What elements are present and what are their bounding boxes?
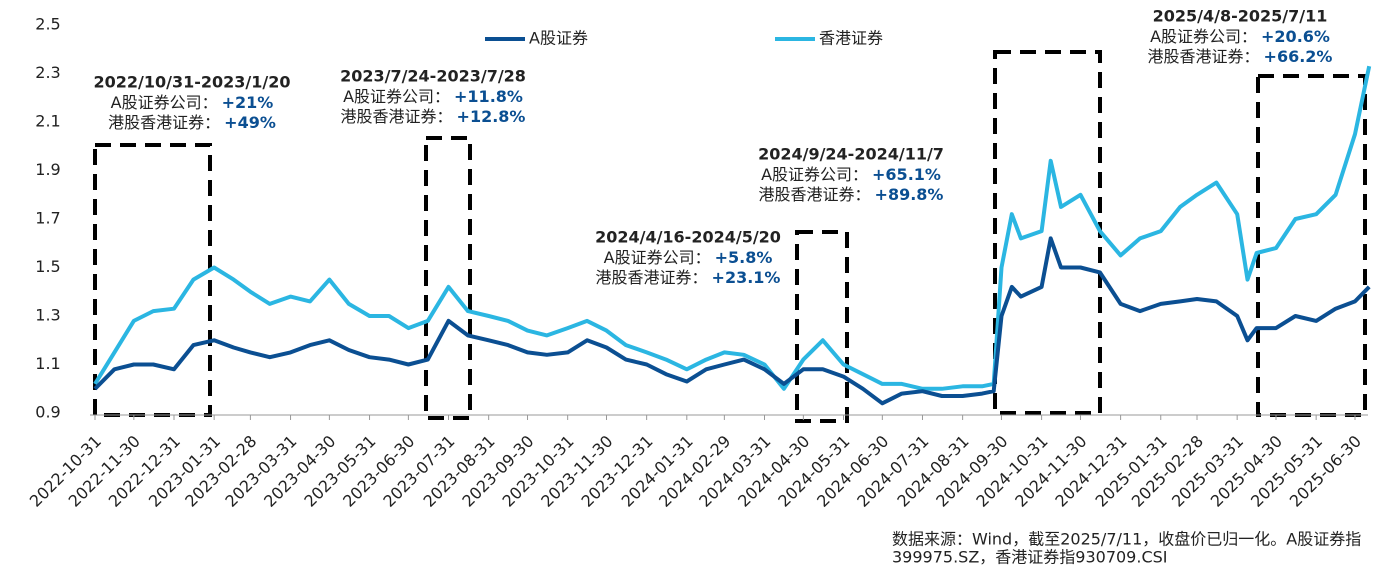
annotation-line: 港股香港证券： +49% (108, 113, 276, 132)
annotation-line: A股证券公司： +21% (111, 93, 274, 112)
y-tick-label: 1.3 (35, 306, 60, 325)
annotation-label: 港股香港证券： (759, 185, 871, 204)
annotation-value: +11.8% (454, 87, 523, 106)
annotation-line: 港股香港证券： +89.8% (759, 185, 944, 204)
annotation-value: +23.1% (712, 268, 781, 287)
y-tick-label: 1.7 (35, 209, 60, 228)
y-tick-label: 2.1 (35, 112, 60, 131)
annotation-value: +12.8% (457, 107, 526, 126)
annotation-value: +21% (222, 93, 274, 112)
annotation-label: 港股香港证券： (108, 113, 220, 132)
annotation-line: 港股香港证券： +66.2% (1148, 47, 1333, 66)
highlight-box (93, 143, 212, 417)
y-tick-label: 1.9 (35, 160, 60, 179)
annotation-label: A股证券公司： (761, 165, 868, 184)
annotation-title: 2024/4/16-2024/5/20 (595, 228, 781, 247)
y-tick-label: 1.5 (35, 257, 60, 276)
annotation-line: 港股香港证券： +12.8% (341, 107, 526, 126)
annotation-line: A股证券公司： +11.8% (343, 87, 523, 106)
annotation-value: +5.8% (715, 248, 773, 267)
annotation-line: A股证券公司： +5.8% (604, 248, 773, 267)
highlight-box (795, 230, 849, 423)
annotation-value: +89.8% (875, 185, 944, 204)
source-note: 399975.SZ，香港证券指930709.CSI (892, 548, 1168, 567)
annotation-title: 2023/7/24-2023/7/28 (340, 67, 526, 86)
legend-label: 香港证券 (819, 29, 883, 48)
annotation-value: +66.2% (1264, 47, 1333, 66)
annotation-title: 2024/9/24-2024/11/7 (758, 145, 944, 164)
source-note: 数据来源：Wind，截至2025/7/11，收盘价已归一化。A股证券指 (892, 530, 1361, 549)
annotation-label: A股证券公司： (604, 248, 711, 267)
annotation-label: 港股香港证券： (596, 268, 708, 287)
annotation-line: 港股香港证券： +23.1% (596, 268, 781, 287)
y-tick-label: 0.9 (35, 403, 60, 422)
annotation-label: A股证券公司： (111, 93, 218, 112)
highlight-box (424, 136, 472, 420)
annotation-line: A股证券公司： +20.6% (1150, 27, 1330, 46)
annotation-value: +65.1% (872, 165, 941, 184)
legend-label: A股证券 (529, 29, 588, 48)
annotation-title: 2022/10/31-2023/1/20 (93, 73, 290, 92)
annotation-label: 港股香港证券： (1148, 47, 1260, 66)
annotation-label: 港股香港证券： (341, 107, 453, 126)
annotation-label: A股证券公司： (1150, 27, 1257, 46)
annotation-title: 2025/4/8-2025/7/11 (1153, 7, 1328, 26)
highlight-box (993, 50, 1102, 415)
annotation-value: +20.6% (1261, 27, 1330, 46)
y-tick-label: 2.5 (35, 15, 60, 34)
y-tick-label: 1.1 (35, 354, 60, 373)
y-tick-label: 2.3 (35, 63, 60, 82)
highlight-box (1256, 74, 1367, 417)
annotation-line: A股证券公司： +65.1% (761, 165, 941, 184)
annotation-value: +49% (224, 113, 276, 132)
series-line (93, 236, 1371, 406)
annotation-label: A股证券公司： (343, 87, 450, 106)
